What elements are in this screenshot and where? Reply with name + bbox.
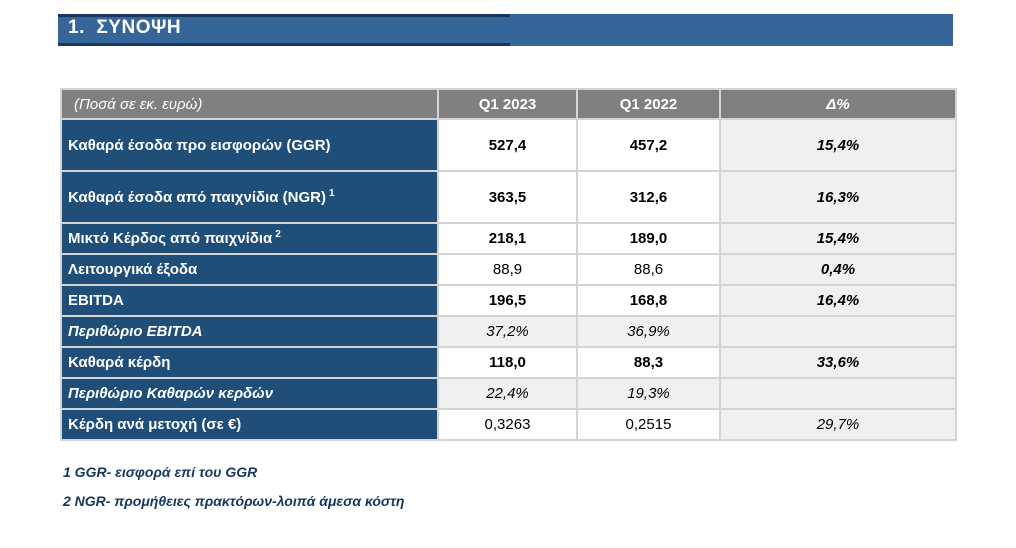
value-delta-pct: 15,4% [719,222,957,255]
value-q1-2023: 527,4 [437,118,578,172]
financial-summary-table: (Ποσά σε εκ. ευρώ) Q1 2023 Q1 2022 Δ% Κα… [60,88,957,441]
value-delta-pct: 15,4% [719,118,957,172]
footnote-2: 2 NGR- προμήθειες πρακτόρων-λοιπά άμεσα … [63,493,405,509]
table-header-row: (Ποσά σε εκ. ευρώ) Q1 2023 Q1 2022 Δ% [60,88,957,120]
value-q1-2023: 363,5 [437,170,578,224]
value-q1-2023: 88,9 [437,253,578,286]
table-row: Περιθώριο EBITDA 37,2% 36,9% [60,315,957,348]
value-delta-pct [719,377,957,410]
value-delta-pct: 16,3% [719,170,957,224]
value-delta-pct: 0,4% [719,253,957,286]
footnote-marker: 1 [329,187,335,199]
value-delta-pct: 29,7% [719,408,957,441]
header-q1-2022: Q1 2022 [576,88,721,120]
table-row: Λειτουργικά έξοδα 88,9 88,6 0,4% [60,253,957,286]
value-q1-2022: 312,6 [576,170,721,224]
value-q1-2023: 22,4% [437,377,578,410]
header-units-label: (Ποσά σε εκ. ευρώ) [60,88,439,120]
row-label: Περιθώριο EBITDA [60,315,439,348]
value-delta-pct [719,315,957,348]
table-row: Καθαρά κέρδη 118,0 88,3 33,6% [60,346,957,379]
value-delta-pct: 16,4% [719,284,957,317]
row-label: Κέρδη ανά μετοχή (σε €) [60,408,439,441]
row-label: Καθαρά έσοδα προ εισφορών (GGR) [60,118,439,172]
value-q1-2022: 36,9% [576,315,721,348]
value-q1-2023: 196,5 [437,284,578,317]
value-q1-2022: 457,2 [576,118,721,172]
section-title-band: 1. ΣΥΝΟΨΗ [58,14,953,46]
value-q1-2022: 88,6 [576,253,721,286]
footnote-marker: 2 [275,229,281,240]
value-q1-2022: 189,0 [576,222,721,255]
header-delta-pct: Δ% [719,88,957,120]
value-q1-2022: 88,3 [576,346,721,379]
table-row: Κέρδη ανά μετοχή (σε €) 0,3263 0,2515 29,7% [60,408,957,441]
table-row: Μικτό Κέρδος από παιχνίδια 2 218,1 189,0 15,… [60,222,957,255]
title-bottom-rule [58,43,510,46]
table-row: Καθαρά έσοδα από παιχνίδια (NGR) 1 363,5 31… [60,170,957,224]
footnotes: 1 GGR- εισφορά επί του GGR 2 NGR- προμήθ… [63,464,404,522]
value-q1-2023: 218,1 [437,222,578,255]
table-row: Περιθώριο Καθαρών κερδών 22,4% 19,3% [60,377,957,410]
title-top-rule [58,14,510,17]
table-row: EBITDA 196,5 168,8 16,4% [60,284,957,317]
value-q1-2022: 0,2515 [576,408,721,441]
row-label: Μικτό Κέρδος από παιχνίδια 2 [60,222,439,255]
value-q1-2023: 118,0 [437,346,578,379]
value-q1-2022: 168,8 [576,284,721,317]
table-row: Καθαρά έσοδα προ εισφορών (GGR) 527,4 457,… [60,118,957,172]
row-label: Περιθώριο Καθαρών κερδών [60,377,439,410]
row-label: Λειτουργικά έξοδα [60,253,439,286]
row-label: Καθαρά έσοδα από παιχνίδια (NGR) 1 [60,170,439,224]
row-label: Καθαρά κέρδη [60,346,439,379]
section-title: 1. ΣΥΝΟΨΗ [68,17,182,38]
value-q1-2023: 0,3263 [437,408,578,441]
header-q1-2023: Q1 2023 [437,88,578,120]
row-label: EBITDA [60,284,439,317]
value-q1-2023: 37,2% [437,315,578,348]
value-q1-2022: 19,3% [576,377,721,410]
footnote-1: 1 GGR- εισφορά επί του GGR [63,464,258,480]
value-delta-pct: 33,6% [719,346,957,379]
